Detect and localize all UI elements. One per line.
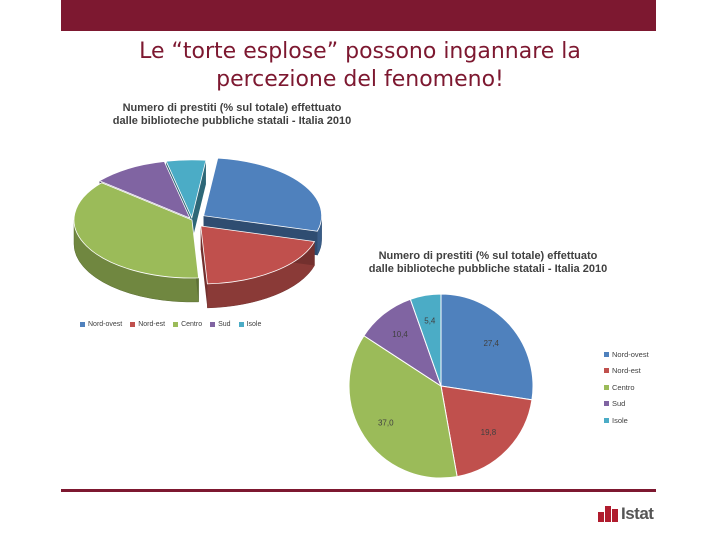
- legend-item-nord-est: Nord-est: [604, 363, 674, 380]
- pie-slice-isole: [409, 293, 442, 387]
- istat-logo: Istat: [598, 503, 654, 525]
- pie-slice-centro: [348, 335, 458, 479]
- footer-line: [61, 489, 656, 492]
- legend-swatch: [210, 321, 216, 327]
- pie-top-nord-est: [200, 225, 316, 285]
- chart1-title: Numero di prestiti (% sul totale) effett…: [82, 102, 382, 128]
- legend-label: Centro: [181, 320, 203, 328]
- legend-label: Sud: [218, 320, 231, 328]
- legend-item-sud: Sud: [210, 320, 231, 328]
- legend-label: Nord-ovest: [88, 320, 123, 328]
- legend-item-nord-est: Nord-est: [130, 321, 165, 328]
- legend-item-sud: Sud: [604, 396, 674, 413]
- chart1-legend: Nord-ovest Nord-est Centro Sud Isole: [80, 318, 261, 330]
- legend-swatch: [604, 351, 609, 357]
- legend-swatch: [130, 321, 136, 327]
- pie-cut-face-isole: [191, 160, 206, 242]
- slide-title-line1: Le “torte esplose” possono ingannare la: [139, 39, 581, 64]
- legend-swatch: [604, 384, 609, 390]
- data-label-nord-ovest: 27,4: [483, 339, 499, 348]
- pie-slice-nord-est: [440, 385, 533, 478]
- legend-item-centro: Centro: [604, 379, 674, 396]
- chart1-title-line2: dalle biblioteche pubbliche statali - It…: [112, 115, 352, 127]
- pie-top-centro: [73, 182, 200, 279]
- pie-cut-face-nord-est: [200, 225, 208, 308]
- legend-label: Isole: [246, 320, 262, 328]
- legend-swatch: [604, 401, 609, 407]
- legend-item-centro: Centro: [173, 321, 202, 328]
- data-label-nord-est: 19,8: [481, 428, 497, 437]
- legend-swatch: [238, 321, 244, 327]
- istat-logo-mark-icon: [598, 506, 618, 522]
- legend-swatch: [604, 368, 609, 374]
- legend-label: Sud: [612, 399, 626, 409]
- pie-top-nord-ovest: [203, 157, 322, 232]
- legend-item-isole: Isole: [238, 320, 262, 328]
- chart2-title-line1: Numero di prestiti (% sul totale) effett…: [378, 250, 598, 262]
- legend-label: Nord-est: [138, 320, 166, 328]
- chart2-title-line2: dalle biblioteche pubbliche statali - It…: [368, 263, 608, 275]
- pie-slice-nord-ovest: [440, 293, 534, 401]
- pie-top-sud: [98, 161, 191, 219]
- chart1-title-line1: Numero di prestiti (% sul totale) effett…: [122, 102, 342, 114]
- chart2-legend: Nord-ovest Nord-est Centro Sud Isole: [604, 346, 674, 429]
- legend-label: Centro: [612, 382, 635, 392]
- data-label-sud: 10,4: [392, 330, 408, 339]
- istat-logo-text: Istat: [621, 504, 654, 523]
- header-bar: [61, 0, 656, 31]
- legend-item-isole: Isole: [604, 412, 674, 429]
- chart2-title: Numero di prestiti (% sul totale) effett…: [338, 250, 638, 276]
- legend-label: Isole: [612, 415, 628, 425]
- legend-item-nord-ovest: Nord-ovest: [80, 321, 122, 328]
- legend-item-nord-ovest: Nord-ovest: [604, 346, 674, 363]
- slide-title: Le “torte esplose” possono ingannare la …: [60, 38, 660, 94]
- legend-label: Nord-ovest: [612, 349, 649, 359]
- data-label-centro: 37,0: [378, 419, 394, 428]
- legend-swatch: [80, 321, 85, 327]
- legend-swatch: [604, 417, 609, 423]
- slide-title-line2: percezione del fenomeno!: [216, 67, 504, 92]
- data-label-isole: 5,4: [424, 317, 436, 326]
- legend-swatch: [173, 321, 179, 327]
- pie-top-isole: [165, 159, 207, 220]
- legend-label: Nord-est: [612, 366, 641, 376]
